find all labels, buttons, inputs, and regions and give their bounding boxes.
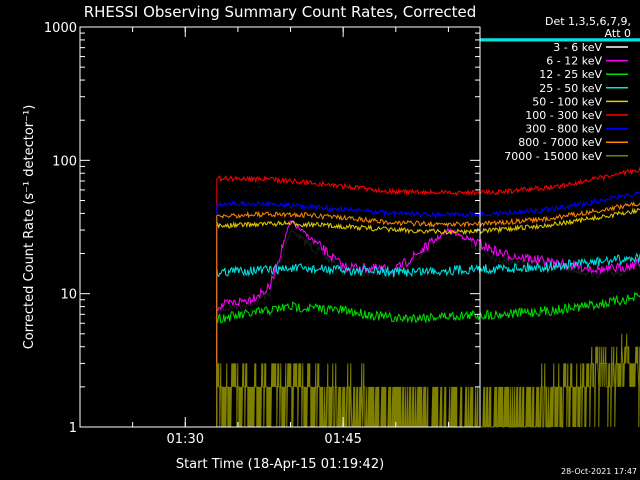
legend-label: 50 - 100 keV: [532, 95, 602, 108]
y-axis: 1 10 100 1000: [44, 21, 480, 436]
legend-label: 12 - 25 keV: [539, 68, 602, 81]
footer-date: 28-Oct-2021 17:47: [561, 467, 637, 476]
series-line-2: [216, 291, 640, 427]
x-tick-label: 01:45: [324, 432, 361, 447]
legend-label: 6 - 12 keV: [546, 55, 602, 68]
series-line-1: [216, 219, 640, 427]
legend-label: 800 - 7000 keV: [518, 136, 602, 149]
legend-label: 3 - 6 keV: [553, 41, 602, 54]
series-line-3: [216, 252, 640, 427]
legend-header: Att 0: [605, 27, 631, 40]
legend-label: 7000 - 15000 keV: [504, 150, 602, 163]
x-axis-label: Start Time (18-Apr-15 01:19:42): [176, 457, 384, 472]
y-tick-label: 100: [52, 154, 77, 169]
legend-label: 25 - 50 keV: [539, 82, 602, 95]
chart-title: RHESSI Observing Summary Count Rates, Co…: [84, 3, 477, 21]
x-axis: 01:30 01:45: [79, 27, 449, 447]
series-line-7: [216, 201, 640, 427]
plot-frame: [79, 26, 481, 428]
y-tick-label: 10: [60, 288, 77, 303]
series-line-0: [216, 228, 640, 427]
legend-header: Det 1,3,5,6,7,9,: [545, 15, 631, 28]
series-line-8: [216, 333, 640, 428]
series-line-5: [216, 166, 640, 427]
y-axis-label: Corrected Count Rate (s⁻¹ detector⁻¹): [22, 105, 37, 350]
y-tick-label: 1000: [44, 21, 77, 36]
series-line-6: [216, 191, 640, 427]
series-lines: [216, 166, 640, 428]
series-line-4: [216, 207, 640, 427]
legend-label: 100 - 300 keV: [525, 109, 602, 122]
x-tick-label: 01:30: [167, 432, 204, 447]
y-tick-label: 1: [69, 421, 77, 436]
legend-label: 300 - 800 keV: [525, 123, 602, 136]
